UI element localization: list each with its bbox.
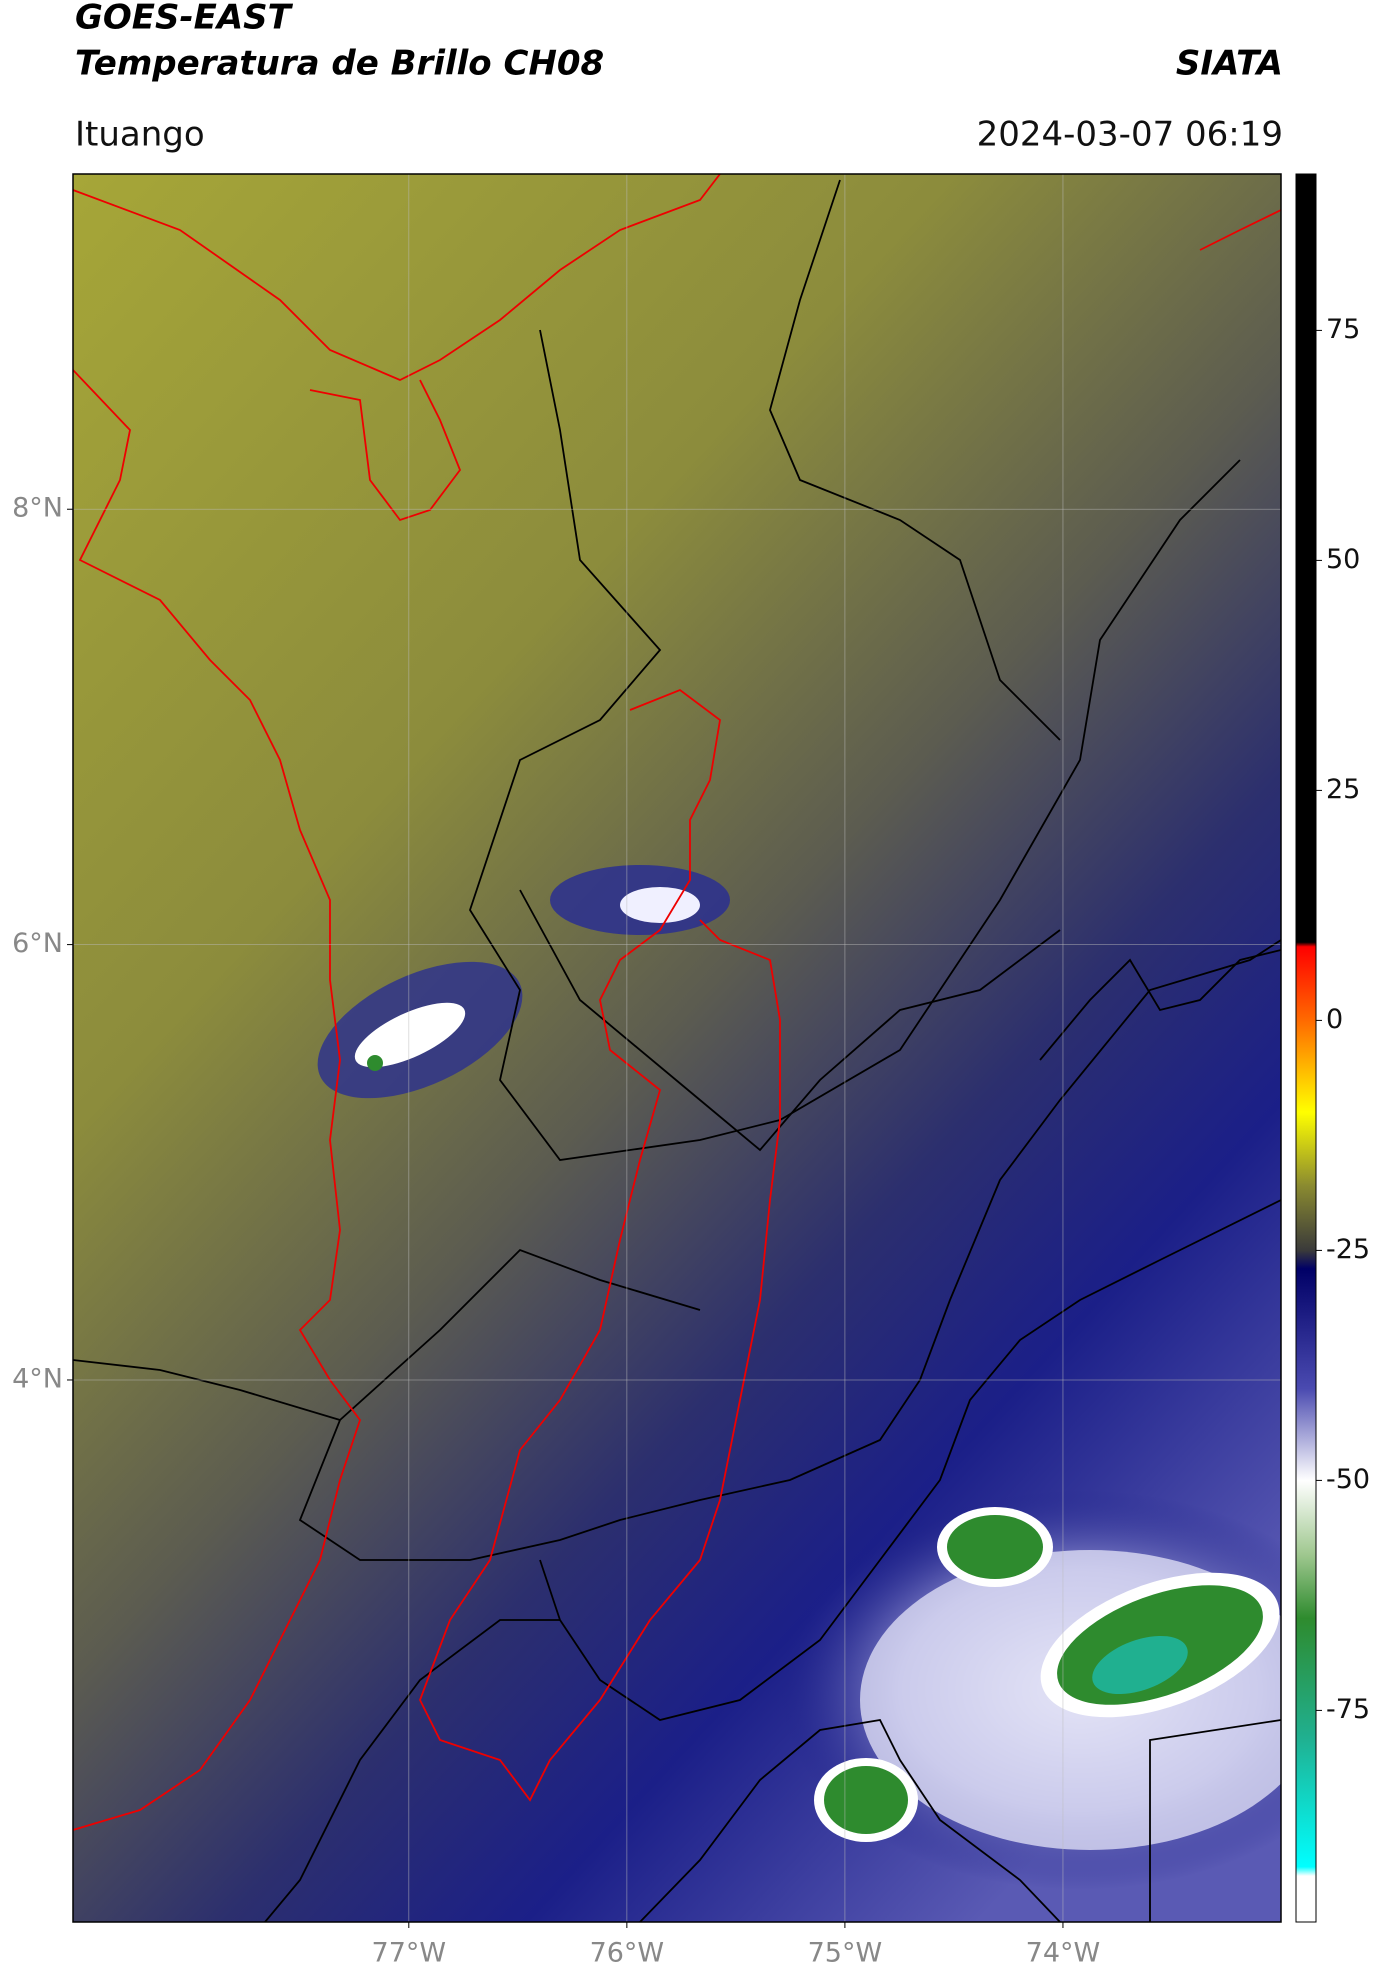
x-tick-label: 77°W (372, 1938, 447, 1969)
map-frame (72, 173, 1282, 1923)
colorbar-tick-label: 25 (1326, 774, 1360, 805)
y-tick-label: 6°N (12, 928, 63, 959)
colorbar-tick-label: -50 (1326, 1464, 1370, 1495)
satellite-image (73, 174, 1281, 1922)
y-tick-label: 8°N (12, 493, 63, 524)
title: GOES-EAST (75, 0, 294, 38)
colorbar-tick-label: -75 (1326, 1694, 1370, 1725)
colorbar-tick-label: 50 (1326, 544, 1360, 575)
colorbar-tick-label: -25 (1326, 1234, 1370, 1265)
colorbar (1295, 173, 1317, 1923)
x-tick-label: 74°W (1026, 1938, 1101, 1969)
x-tick-label: 76°W (590, 1938, 665, 1969)
y-tick-label: 4°N (12, 1363, 63, 1394)
location: Ituango (75, 115, 205, 155)
source: SIATA (1176, 44, 1283, 84)
colorbar-tick-label: 0 (1326, 1004, 1343, 1035)
colorbar-tick-label: 75 (1326, 314, 1360, 345)
x-tick-label: 75°W (808, 1938, 883, 1969)
subtitle: Temperatura de Brillo CH08 (75, 44, 604, 84)
datetime: 2024-03-07 06:19 (977, 115, 1283, 155)
